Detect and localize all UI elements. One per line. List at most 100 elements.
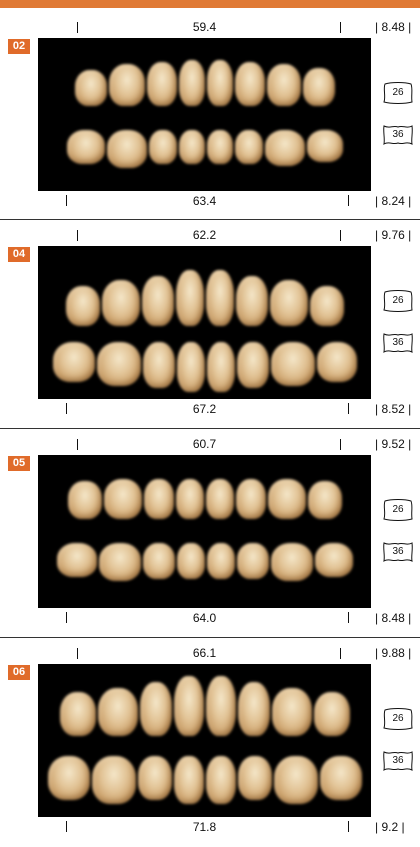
section-divider: [0, 637, 420, 638]
mould-panel-05: 60.7 | 9.52 | 05 26 36 64.0 | 8.48 |: [0, 431, 420, 631]
upper-tooth: [66, 286, 100, 326]
dimension-tick: [340, 230, 341, 241]
upper-tooth: [308, 481, 342, 519]
lower-tooth: [177, 543, 205, 579]
lower-tooth: [67, 130, 105, 164]
lower-tooth: [57, 543, 97, 577]
lower-icon-label: 36: [392, 755, 404, 766]
lower-icon-label: 36: [392, 546, 404, 557]
upper-tooth: [207, 60, 233, 106]
dimension-tick: [66, 195, 67, 206]
top-accent-bar: [0, 0, 420, 8]
upper-tooth: [98, 688, 138, 736]
lower-tooth: [92, 756, 136, 804]
upper-tooth: [75, 70, 107, 106]
lower-width-label: 63.4: [192, 194, 217, 208]
lower-tooth: [97, 342, 141, 386]
mould-code-badge: 05: [8, 456, 30, 471]
lower-tooth: [179, 130, 205, 164]
upper-tooth: [270, 280, 308, 326]
dimension-tick: [66, 403, 67, 414]
upper-tooth: [144, 479, 174, 519]
lower-tooth: [99, 543, 141, 581]
upper-height-label: | 9.52 |: [375, 437, 412, 451]
lower-tooth: [238, 756, 272, 800]
lower-tooth: [235, 130, 263, 164]
mould-code-badge: 02: [8, 39, 30, 54]
upper-icon-label: 26: [392, 295, 404, 306]
upper-tooth: [109, 64, 145, 106]
lower-molar-outline-icon: 36: [381, 540, 415, 564]
mould-panel-04: 62.2 | 9.76 | 04 26 36 67.2 | 8.52 |: [0, 222, 420, 422]
lower-width-label: 64.0: [192, 611, 217, 625]
dimension-tick: [77, 439, 78, 450]
mould-code-badge: 04: [8, 247, 30, 262]
upper-tooth: [140, 682, 172, 736]
lower-width-label: 67.2: [192, 402, 217, 416]
lower-height-label: | 8.52 |: [375, 402, 412, 416]
teeth-photo: [38, 246, 371, 399]
lower-molar-outline-icon: 36: [381, 123, 415, 147]
upper-tooth: [147, 62, 177, 106]
upper-molar-outline-icon: 26: [381, 289, 415, 313]
upper-tooth: [206, 676, 236, 736]
lower-tooth: [138, 756, 172, 800]
lower-tooth: [274, 756, 318, 804]
lower-icon-label: 36: [392, 337, 404, 348]
dimension-tick: [348, 821, 349, 832]
lower-height-label: | 9.2 |: [375, 820, 405, 834]
lower-tooth: [207, 342, 235, 392]
lower-tooth: [149, 130, 177, 164]
upper-molar-outline-icon: 26: [381, 81, 415, 105]
upper-tooth: [68, 481, 102, 519]
lower-molar-outline-icon: 36: [381, 331, 415, 355]
upper-molar-outline-icon: 26: [381, 498, 415, 522]
mould-panel-02: 59.4 | 8.48 | 02 26 36 63.4 | 8.24 |: [0, 14, 420, 214]
upper-tooth: [176, 479, 204, 519]
dimension-tick: [66, 612, 67, 623]
lower-tooth: [143, 342, 175, 388]
upper-tooth: [238, 682, 270, 736]
dimension-tick: [340, 439, 341, 450]
dimension-tick: [340, 648, 341, 659]
teeth-photo: [38, 38, 371, 191]
mould-code-badge: 06: [8, 665, 30, 680]
lower-tooth: [265, 130, 305, 166]
lower-tooth: [237, 342, 269, 388]
lower-tooth: [317, 342, 357, 382]
section-divider: [0, 428, 420, 429]
lower-tooth: [143, 543, 175, 579]
lower-tooth: [48, 756, 90, 800]
upper-height-label: | 9.76 |: [375, 228, 412, 242]
dimension-tick: [66, 821, 67, 832]
lower-tooth: [174, 756, 204, 804]
lower-height-label: | 8.48 |: [375, 611, 412, 625]
upper-tooth: [174, 676, 204, 736]
upper-tooth: [102, 280, 140, 326]
lower-width-label: 71.8: [192, 820, 217, 834]
upper-tooth: [179, 60, 205, 106]
upper-tooth: [104, 479, 142, 519]
upper-tooth: [206, 270, 234, 326]
upper-width-label: 62.2: [192, 228, 217, 242]
upper-tooth: [267, 64, 301, 106]
dimension-tick: [77, 230, 78, 241]
dimension-tick: [348, 195, 349, 206]
upper-tooth: [206, 479, 234, 519]
lower-icon-label: 36: [392, 129, 404, 140]
upper-tooth: [268, 479, 306, 519]
upper-icon-label: 26: [392, 504, 404, 515]
lower-tooth: [271, 543, 313, 581]
upper-width-label: 59.4: [192, 20, 217, 34]
lower-tooth: [237, 543, 269, 579]
upper-tooth: [60, 692, 96, 736]
upper-icon-label: 26: [392, 87, 404, 98]
upper-tooth: [314, 692, 350, 736]
lower-tooth: [207, 130, 233, 164]
dimension-tick: [77, 22, 78, 33]
upper-tooth: [176, 270, 204, 326]
upper-tooth: [235, 62, 265, 106]
upper-width-label: 66.1: [192, 646, 217, 660]
lower-tooth: [320, 756, 362, 800]
upper-height-label: | 8.48 |: [375, 20, 412, 34]
